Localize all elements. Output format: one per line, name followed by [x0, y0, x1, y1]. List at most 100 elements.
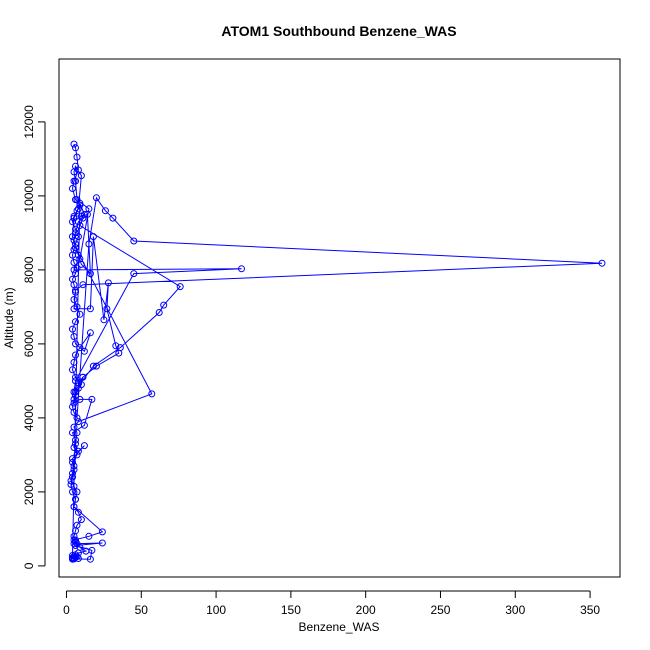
data-point	[70, 554, 78, 562]
x-axis: 0 50 100 150 200 250 300 350	[63, 590, 600, 617]
y-tick-label: 12000	[22, 105, 36, 139]
data-point	[98, 528, 106, 536]
data-point	[67, 481, 75, 488]
series-line	[70, 143, 603, 560]
data-point	[77, 516, 85, 524]
y-axis-label: Altitude (m)	[2, 287, 16, 348]
data-point	[69, 325, 76, 333]
data-point	[89, 233, 97, 241]
data-point	[70, 388, 78, 396]
data-point	[72, 538, 79, 546]
data-point	[101, 207, 109, 215]
data-point	[72, 377, 79, 385]
data-point	[69, 366, 76, 374]
data-point	[72, 144, 79, 152]
data-point	[72, 440, 79, 448]
data-point	[130, 270, 138, 278]
data-point	[89, 362, 97, 370]
data-point	[73, 414, 81, 422]
data-point	[86, 329, 94, 337]
data-point	[69, 473, 76, 481]
data-point	[73, 429, 81, 437]
data-point	[74, 447, 82, 455]
data-point	[70, 236, 78, 244]
data-point	[74, 218, 82, 226]
data-point	[86, 555, 94, 563]
data-point	[74, 384, 82, 392]
data-point	[85, 532, 93, 540]
y-tick-label: 4000	[22, 404, 36, 431]
data-point	[70, 296, 78, 303]
data-point	[70, 444, 78, 451]
data-point	[70, 333, 78, 340]
data-point	[74, 418, 82, 426]
data-point	[70, 423, 78, 431]
data-point	[92, 194, 100, 202]
data-point	[72, 270, 79, 278]
data-point	[70, 540, 78, 548]
x-tick-label: 50	[135, 603, 149, 617]
x-tick-label: 150	[281, 603, 301, 617]
data-point	[70, 503, 78, 511]
data-point	[77, 212, 85, 220]
x-tick-label: 300	[505, 603, 525, 617]
y-tick-label: 8000	[22, 256, 36, 283]
data-point	[70, 399, 78, 407]
data-point	[86, 305, 94, 313]
data-point	[79, 281, 87, 289]
data-point	[80, 347, 88, 355]
y-tick-label: 0	[22, 562, 36, 569]
data-point	[70, 266, 78, 274]
data-point	[160, 301, 168, 309]
data-point	[72, 392, 79, 400]
data-point	[73, 196, 81, 204]
data-point	[69, 185, 76, 192]
data-point	[72, 495, 79, 503]
data-point	[69, 458, 76, 466]
series-layer	[67, 140, 606, 563]
data-point	[76, 344, 84, 352]
x-tick-label: 350	[580, 603, 600, 617]
data-point	[148, 390, 156, 398]
y-tick-label: 10000	[22, 179, 36, 213]
data-point	[88, 546, 96, 554]
data-point	[72, 286, 79, 294]
data-point	[100, 316, 108, 324]
data-point	[73, 153, 81, 161]
data-point	[72, 318, 79, 326]
data-point	[73, 488, 81, 496]
data-point	[70, 140, 78, 148]
data-point	[73, 207, 81, 215]
x-tick-label: 100	[206, 603, 226, 617]
plot-area-frame	[58, 58, 621, 578]
data-point	[72, 162, 79, 170]
data-point	[85, 240, 93, 248]
data-point	[80, 442, 88, 450]
data-point	[73, 451, 81, 459]
data-point	[70, 259, 78, 266]
data-point	[72, 244, 79, 252]
y-tick-label: 6000	[22, 330, 36, 357]
data-point	[98, 539, 106, 547]
data-point	[79, 214, 87, 222]
x-axis-label: Benzene_WAS	[299, 620, 380, 634]
data-point	[598, 259, 606, 267]
data-point	[70, 214, 78, 222]
data-point	[155, 309, 163, 316]
data-point	[112, 342, 120, 350]
x-tick-label: 0	[63, 603, 70, 617]
data-point	[92, 362, 100, 370]
data-point	[76, 310, 84, 318]
data-point	[104, 279, 112, 287]
data-point	[70, 358, 78, 366]
data-point	[116, 344, 124, 352]
data-point	[76, 222, 84, 229]
data-point	[74, 205, 82, 213]
data-point	[238, 265, 245, 273]
y-axis: 0 2000 4000 6000 8000 10000 12000	[22, 105, 46, 569]
data-point	[86, 270, 94, 278]
data-point	[109, 214, 117, 222]
data-point	[72, 225, 79, 233]
data-point	[130, 237, 138, 245]
